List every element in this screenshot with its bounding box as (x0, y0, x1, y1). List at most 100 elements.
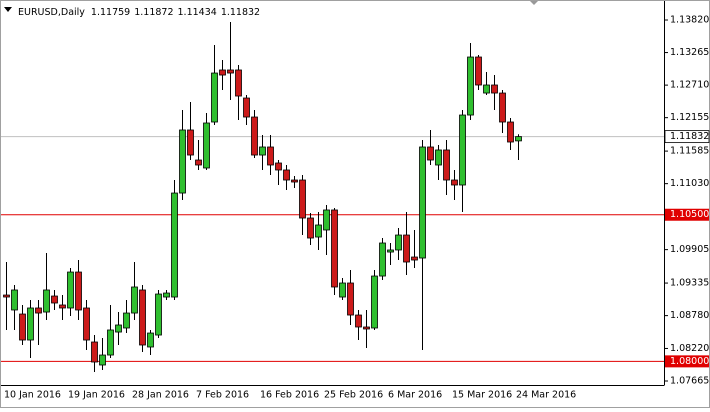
y-tick-label: 1.13265 (670, 47, 709, 58)
level-label: 1.10500 (670, 209, 709, 220)
y-tick-label: 1.09335 (670, 278, 709, 289)
candle-body (131, 286, 138, 314)
chart-title: EURUSD,Daily (18, 7, 85, 18)
chart-header: EURUSD,Daily 1.11759 1.11872 1.11434 1.11832 (18, 7, 260, 18)
candle-body (251, 116, 258, 156)
x-tick-label: 10 Jan 2016 (4, 390, 61, 401)
candle-body (339, 282, 346, 298)
candle-body (219, 69, 226, 76)
candle-body (315, 224, 322, 238)
x-tick-label: 25 Feb 2016 (324, 390, 383, 401)
candle-body (3, 294, 10, 298)
x-tick-label: 15 Mar 2016 (452, 390, 512, 401)
candle-body (203, 122, 210, 169)
price-label: 1.11832 (670, 131, 709, 142)
candle-body (515, 136, 522, 142)
price-label-box (664, 130, 710, 144)
candle-body (211, 72, 218, 123)
candle-body (243, 97, 250, 118)
candle-body (491, 84, 498, 94)
candle-body (467, 56, 474, 116)
candle-body (115, 324, 122, 333)
menu-icon[interactable] (4, 7, 12, 12)
header-low: 1.11434 (178, 7, 217, 18)
candle-body (227, 69, 234, 74)
x-tick-label: 6 Mar 2016 (388, 390, 442, 401)
candle-body (379, 242, 386, 277)
candle-body (123, 312, 130, 329)
candle-body (411, 256, 418, 261)
x-tick-label: 28 Jan 2016 (132, 390, 189, 401)
shift-marker (530, 1, 538, 5)
candle-body (483, 84, 490, 94)
candle-body (75, 271, 82, 311)
candle-body (171, 192, 178, 298)
candle-body (43, 289, 50, 313)
candle-body (427, 146, 434, 161)
candle-body (11, 289, 18, 311)
candle-body (283, 169, 290, 181)
x-tick-label: 16 Feb 2016 (260, 390, 319, 401)
candle-body (235, 69, 242, 97)
candle-body (307, 217, 314, 239)
candle-body (67, 271, 74, 309)
y-tick-label: 1.08780 (670, 310, 709, 321)
header-close: 1.11832 (221, 7, 260, 18)
candle-body (387, 249, 394, 253)
candle-body (347, 282, 354, 316)
y-tick-label: 1.12710 (670, 80, 709, 91)
y-tick-label: 1.12155 (670, 112, 709, 123)
level-label-box (665, 355, 709, 368)
candle-body (395, 234, 402, 251)
candle-body (499, 92, 506, 123)
candle-body (475, 56, 482, 86)
candle-body (507, 121, 514, 143)
candle-body (331, 209, 338, 288)
candle-body (355, 314, 362, 328)
candle-body (19, 313, 26, 341)
candle-body (435, 149, 442, 166)
candle-body (179, 129, 186, 194)
candle-body (419, 146, 426, 259)
candle-body (259, 146, 266, 156)
candle-body (35, 307, 42, 314)
y-tick-label: 1.07665 (670, 376, 709, 387)
x-tick-label: 7 Feb 2016 (196, 390, 249, 401)
candle-body (59, 304, 66, 309)
header-high: 1.11872 (134, 7, 173, 18)
candle-body (147, 332, 154, 348)
level-label-box (665, 208, 709, 221)
candle-body (155, 293, 162, 336)
level-label: 1.08000 (670, 356, 709, 367)
y-tick-label: 1.13820 (670, 15, 709, 26)
candle-body (403, 234, 410, 263)
candle-body (107, 329, 114, 356)
candle-body (83, 307, 90, 341)
candle-body (91, 341, 98, 363)
candle-body (51, 295, 58, 304)
candle-body (299, 179, 306, 219)
candle-body (27, 307, 34, 341)
candle-body (323, 209, 330, 231)
candle-body (139, 289, 146, 346)
candle-body (99, 354, 106, 366)
y-tick-label: 1.08220 (670, 343, 709, 354)
y-tick-label: 1.09905 (670, 244, 709, 255)
candle-body (291, 179, 298, 183)
candle-body (443, 149, 450, 181)
candle-body (195, 159, 202, 166)
candle-body (267, 146, 274, 166)
candle-body (187, 129, 194, 156)
header-open: 1.11759 (91, 7, 130, 18)
candle-body (275, 162, 282, 171)
candle-body (451, 179, 458, 186)
candle-body (459, 114, 466, 186)
y-tick-label: 1.11030 (670, 178, 709, 189)
candle-body (363, 326, 370, 330)
candle-body (371, 275, 378, 329)
x-tick-label: 24 Mar 2016 (516, 390, 576, 401)
x-tick-label: 19 Jan 2016 (68, 390, 125, 401)
y-tick-label: 1.11585 (670, 146, 709, 157)
candle-body (163, 292, 170, 298)
